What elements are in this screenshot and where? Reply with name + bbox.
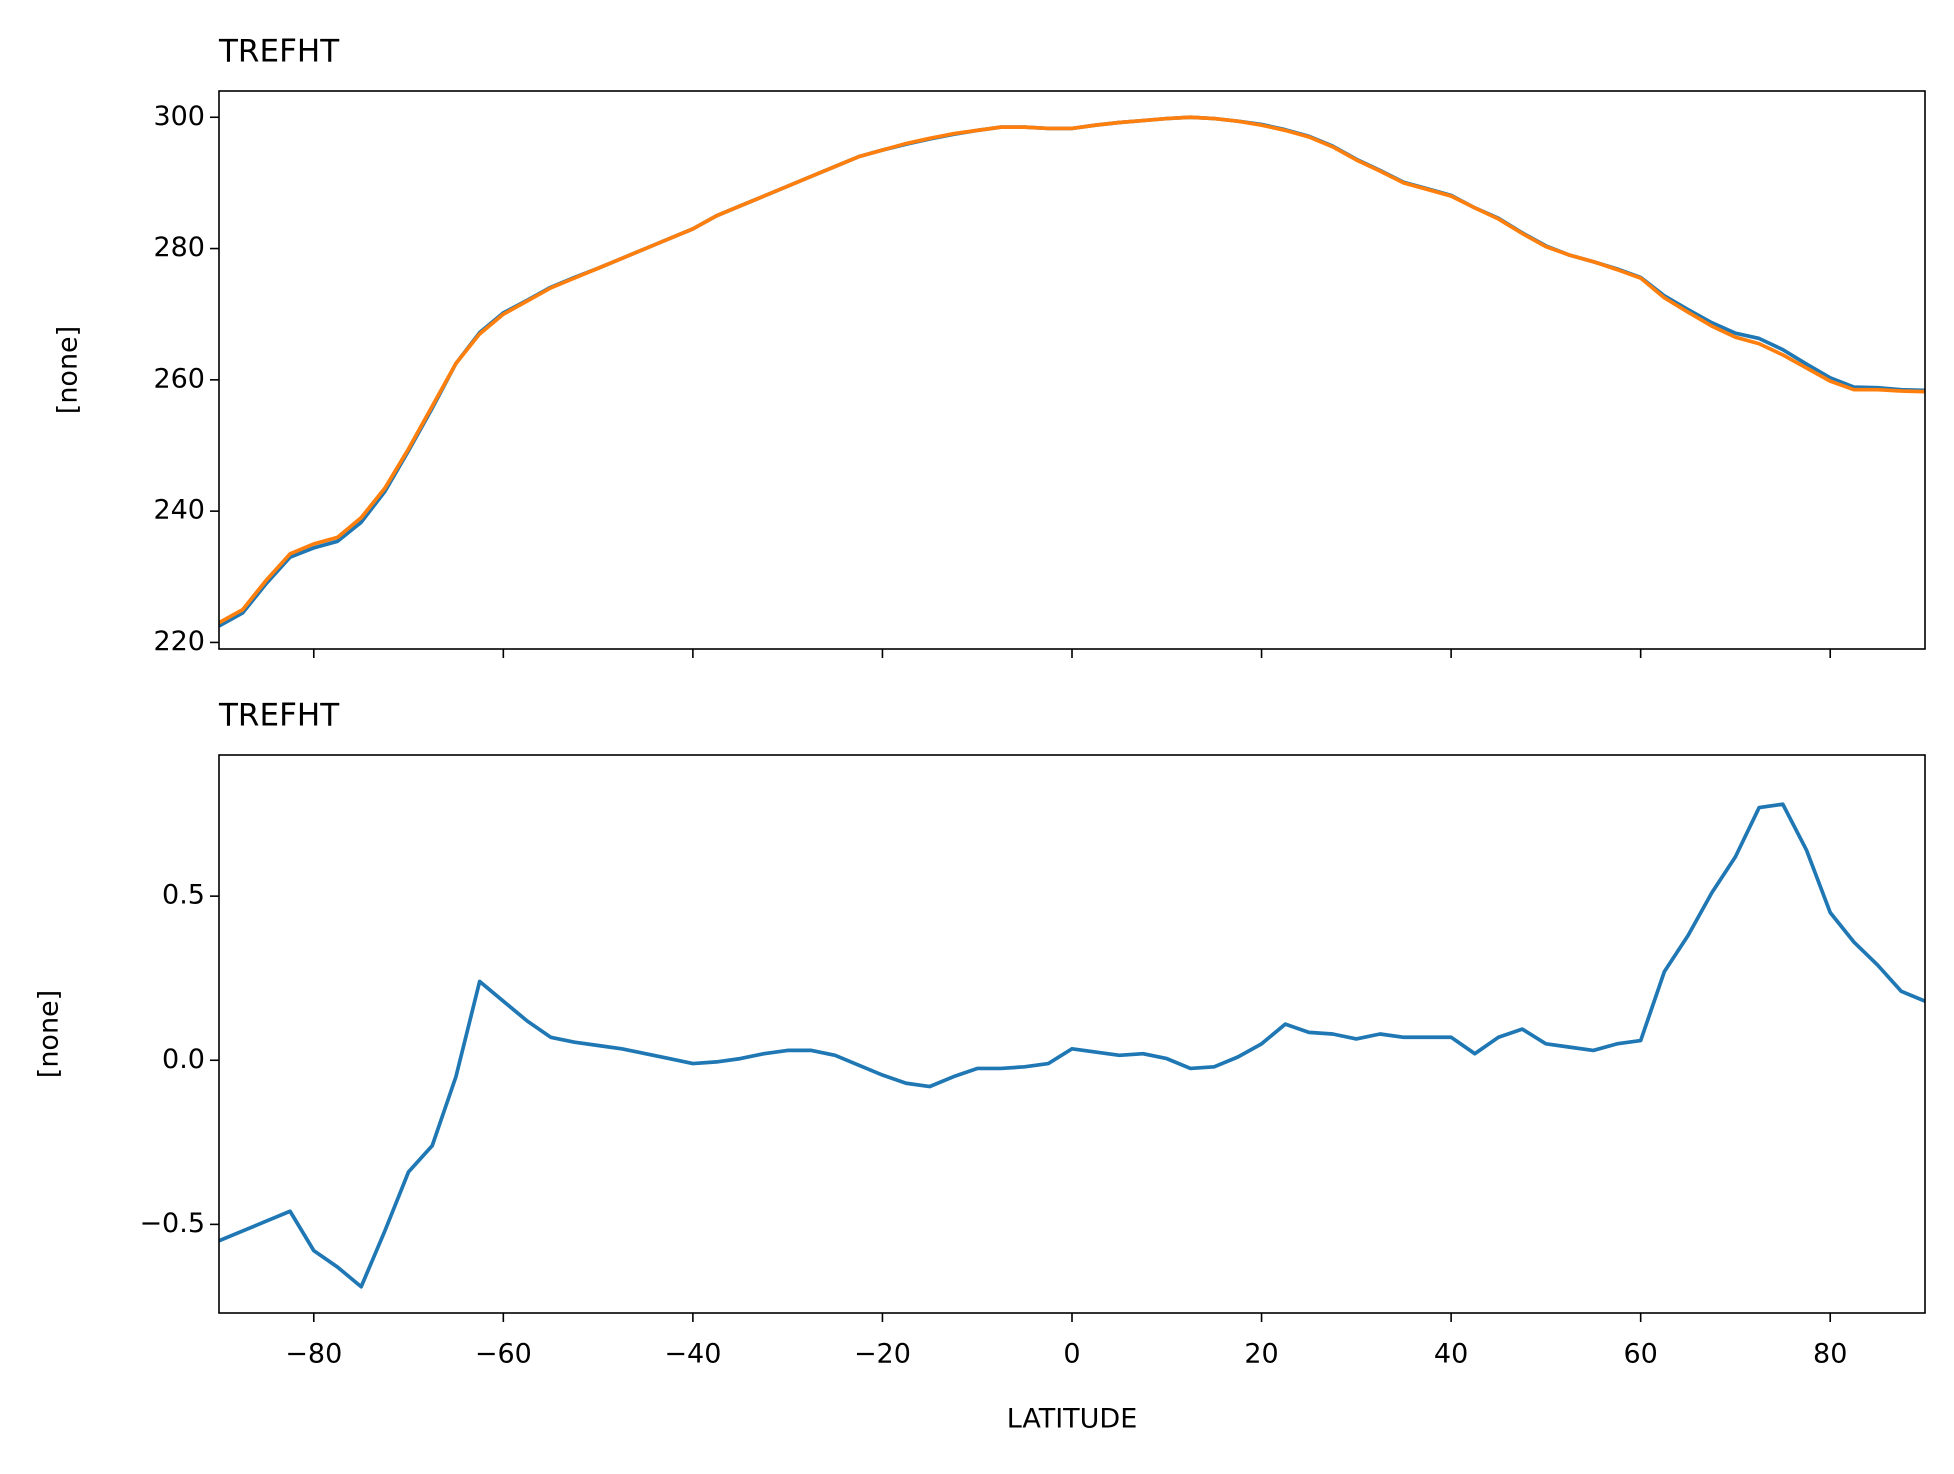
x-tick-label: 60: [1623, 1339, 1657, 1370]
y-tick-label: 0.5: [162, 880, 205, 911]
y-tick-label: −0.5: [139, 1208, 205, 1239]
data-line: [219, 115, 1925, 625]
x-tick-label: 0: [1063, 1339, 1080, 1370]
axes-frame: [218, 754, 1926, 1314]
x-axis-label: LATITUDE: [1007, 1404, 1138, 1435]
data-line: [219, 115, 1925, 628]
x-tick-label: 40: [1434, 1339, 1468, 1370]
y-axis-label: [none]: [34, 990, 65, 1078]
y-axis-label: [none]: [53, 326, 84, 414]
x-tick-label: −20: [854, 1339, 911, 1370]
axes-frame: [218, 90, 1926, 650]
x-tick-label: −80: [285, 1339, 342, 1370]
x-tick-label: −60: [475, 1339, 532, 1370]
x-tick-label: 20: [1244, 1339, 1278, 1370]
x-tick-label: 80: [1813, 1339, 1847, 1370]
chart-title: TREFHT: [218, 698, 340, 734]
y-tick-label: 220: [153, 626, 205, 657]
x-tick-label: −40: [664, 1339, 721, 1370]
y-tick-label: 260: [153, 363, 205, 394]
data-line: [219, 802, 1925, 1289]
chart-title: TREFHT: [218, 34, 340, 70]
y-tick-label: 280: [153, 232, 205, 263]
y-tick-label: 300: [153, 101, 205, 132]
y-tick-label: 0.0: [162, 1044, 205, 1075]
y-tick-label: 240: [153, 495, 205, 526]
